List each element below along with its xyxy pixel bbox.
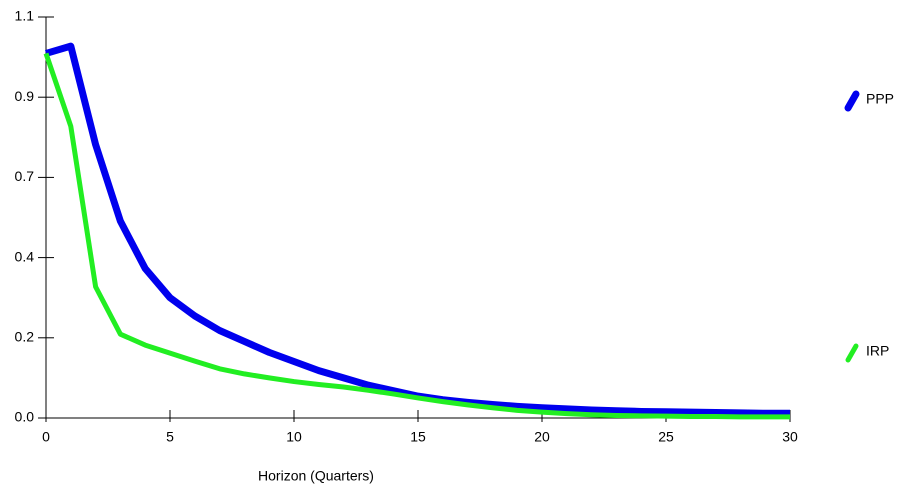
- y-tick-label: 0.4: [15, 248, 35, 264]
- y-tick-label: 0.7: [15, 168, 35, 184]
- x-tick-label: 30: [782, 429, 798, 445]
- legend-swatch: [845, 343, 859, 363]
- legend-label: IRP: [866, 343, 889, 359]
- line: [45, 42, 790, 417]
- x-tick-label: 25: [658, 429, 674, 445]
- x-tick-label: 5: [166, 429, 174, 445]
- x-tick-label: 15: [410, 429, 426, 445]
- y-tick-label: 0.9: [15, 88, 35, 104]
- x-tick-label: 0: [42, 429, 50, 445]
- y-tick-label: 0.0: [15, 409, 35, 425]
- y-tick-label: 0.2: [15, 329, 35, 345]
- x-tick-label: 20: [534, 429, 550, 445]
- y-tick-label: 1.1: [15, 8, 35, 24]
- x-tick-label: 10: [286, 429, 302, 445]
- legend-label: PPP: [866, 91, 894, 107]
- x-axis-label: Horizon (Quarters): [258, 468, 374, 484]
- line: [43, 52, 790, 420]
- legend-swatch: [844, 90, 860, 112]
